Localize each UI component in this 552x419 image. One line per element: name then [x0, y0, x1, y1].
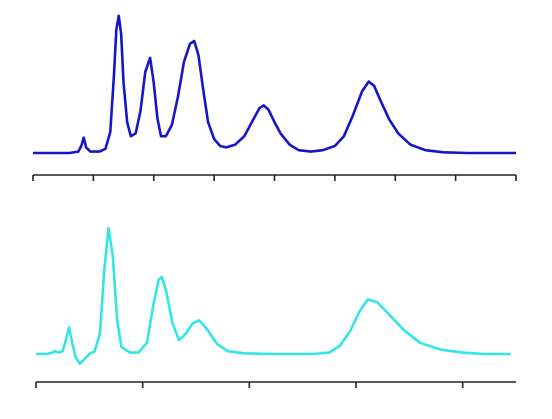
series-line — [33, 14, 516, 155]
series-line — [36, 226, 511, 366]
